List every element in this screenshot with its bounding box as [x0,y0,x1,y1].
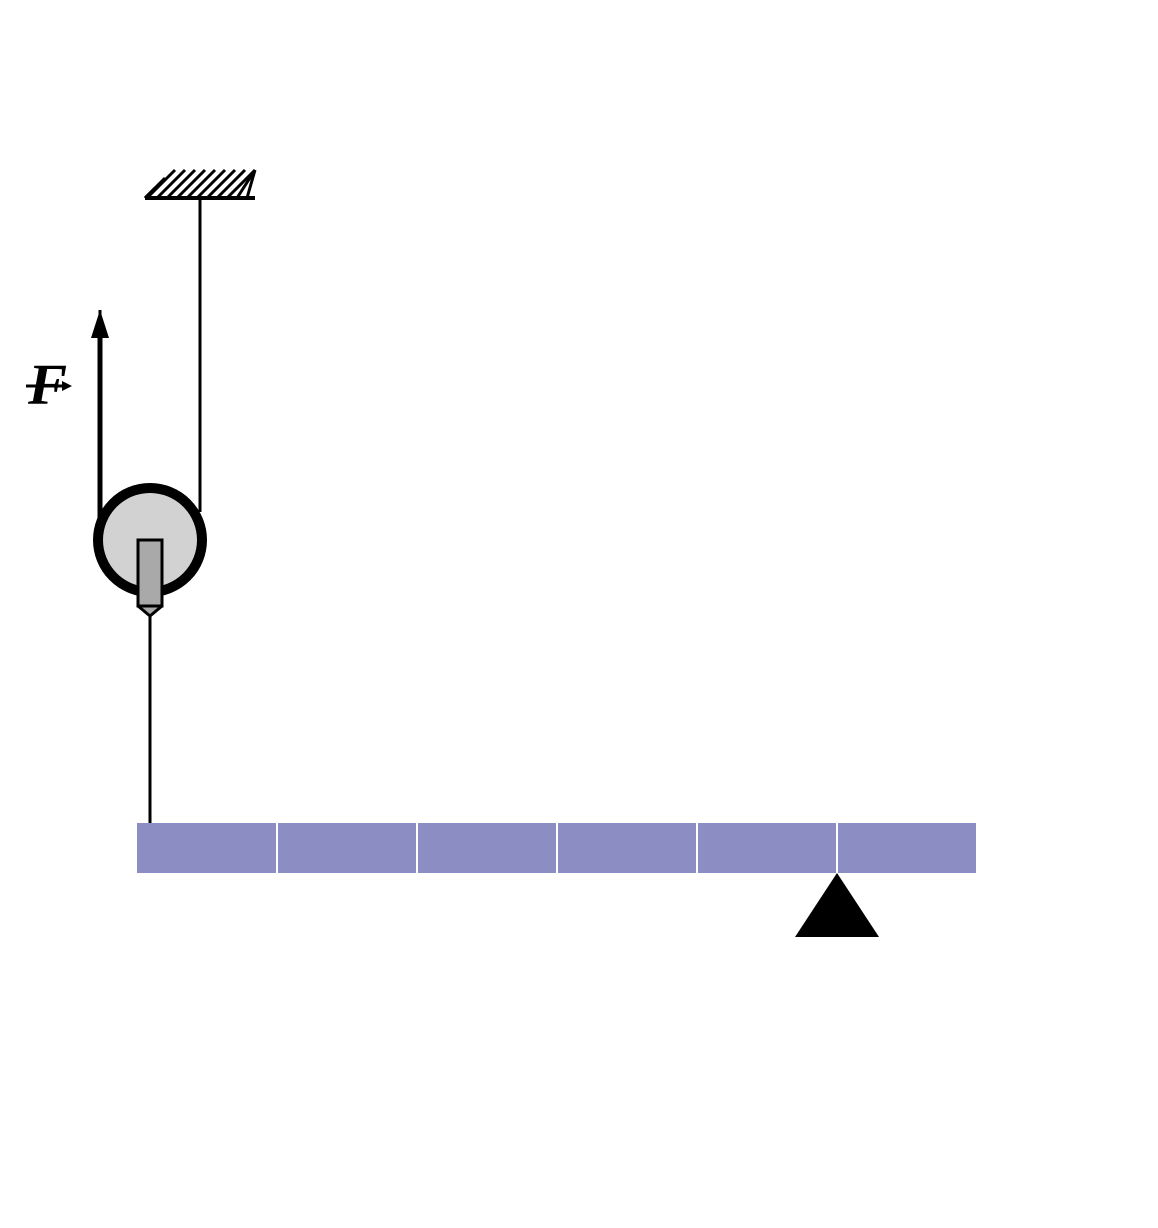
force-vector-arrow-over-letter [24,341,74,408]
physics-diagram [0,0,1158,1223]
diagram-svg [0,0,1158,1223]
force-label: F [28,351,67,418]
